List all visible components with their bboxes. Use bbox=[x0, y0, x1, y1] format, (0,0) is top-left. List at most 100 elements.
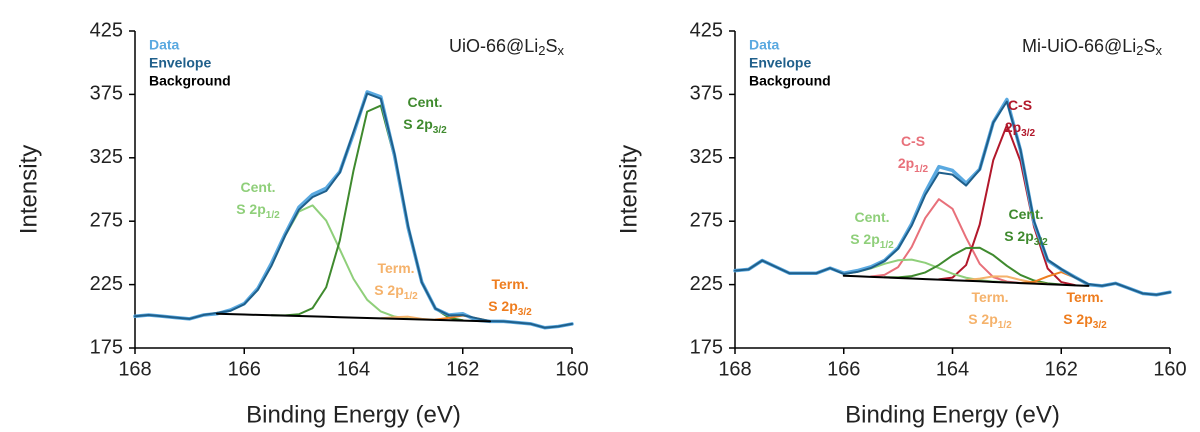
x-tick-label: 164 bbox=[936, 358, 969, 380]
subscript: 3/2 bbox=[1034, 237, 1048, 248]
peak-label: C-S bbox=[901, 133, 925, 149]
subscript: x bbox=[558, 43, 565, 58]
peak-label: Cent. bbox=[855, 209, 890, 225]
peak-line bbox=[270, 104, 464, 322]
trace-line bbox=[134, 92, 573, 329]
trace-line bbox=[215, 312, 492, 323]
peak-line bbox=[937, 124, 1076, 287]
x-tick-label: 166 bbox=[827, 358, 860, 380]
subscript: 3/2 bbox=[433, 125, 447, 136]
peak-label: Cent. bbox=[408, 94, 443, 110]
text-part: Cent. bbox=[1009, 206, 1044, 222]
y-tick-label: 175 bbox=[90, 336, 123, 358]
peak-label: Term. bbox=[1066, 289, 1103, 305]
y-tick-label: 225 bbox=[690, 273, 723, 295]
x-tick-label: 168 bbox=[718, 358, 751, 380]
legend-entry: Data bbox=[749, 37, 780, 53]
legend-entry: Background bbox=[149, 73, 231, 89]
text-part: C-S bbox=[1008, 97, 1032, 113]
y-tick-label: 325 bbox=[90, 146, 123, 168]
peak-label: S 2p3/2 bbox=[403, 116, 447, 136]
text-part: S 2p bbox=[1004, 228, 1034, 244]
y-tick-label: 175 bbox=[690, 336, 723, 358]
peak-label: S 2p1/2 bbox=[374, 282, 418, 302]
peak-label: S 2p3/2 bbox=[1004, 228, 1048, 248]
y-tick-label: 375 bbox=[690, 83, 723, 105]
y-tick-label: 425 bbox=[90, 19, 123, 41]
text-part: C-S bbox=[901, 133, 925, 149]
y-tick-label: 275 bbox=[690, 209, 723, 231]
text-part: Term. bbox=[377, 260, 414, 276]
peak-line bbox=[883, 246, 1063, 286]
subscript: x bbox=[1156, 43, 1163, 58]
x-tick-label: 164 bbox=[337, 358, 370, 380]
trace-line bbox=[733, 97, 1172, 297]
text-part: Term. bbox=[1066, 289, 1103, 305]
text-part: Mi-UiO-66@Li bbox=[1022, 36, 1136, 56]
x-tick-label: 160 bbox=[1153, 358, 1186, 380]
legend-entry: Data bbox=[149, 37, 180, 53]
legend-entry: Envelope bbox=[749, 55, 811, 71]
legend-entry: Background bbox=[749, 73, 831, 89]
y-tick-label: 325 bbox=[690, 146, 723, 168]
peak-label: C-S bbox=[1008, 97, 1032, 113]
subscript: 1/2 bbox=[880, 240, 894, 251]
peak-label: S 2p1/2 bbox=[850, 231, 894, 251]
subscript: 2 bbox=[538, 43, 545, 58]
trace-line bbox=[133, 90, 574, 330]
y-tick-label: 425 bbox=[690, 19, 723, 41]
x-axis-title: Binding Energy (eV) bbox=[246, 401, 461, 428]
trace-line bbox=[842, 274, 1090, 287]
text-part: S 2p bbox=[236, 201, 266, 217]
x-tick-label: 168 bbox=[118, 358, 151, 380]
text-part: S 2p bbox=[403, 116, 433, 132]
text-part: S 2p bbox=[850, 231, 880, 247]
peak-line bbox=[869, 198, 1022, 284]
text-part: S bbox=[1144, 36, 1156, 56]
panel: 175 225 275 325 375 425 168 166 164 162 160 Binding… bbox=[615, 19, 1186, 428]
text-part: Cent. bbox=[241, 179, 276, 195]
trace-line bbox=[734, 100, 1171, 296]
peak-label: S 2p1/2 bbox=[968, 311, 1012, 331]
y-axis-title: Intensity bbox=[615, 145, 642, 234]
y-tick-label: 225 bbox=[90, 273, 123, 295]
subscript: 3/2 bbox=[1093, 320, 1107, 331]
subscript: 3/2 bbox=[518, 307, 532, 318]
text-part: Cent. bbox=[855, 209, 890, 225]
y-tick-label: 275 bbox=[90, 209, 123, 231]
peak-label: S 2p3/2 bbox=[1063, 311, 1107, 331]
text-part: S 2p bbox=[488, 298, 518, 314]
peak-label: Term. bbox=[971, 289, 1008, 305]
subscript: 3/2 bbox=[1021, 128, 1035, 139]
x-tick-label: 162 bbox=[446, 358, 479, 380]
subscript: 1/2 bbox=[914, 164, 928, 175]
peak-label: Cent. bbox=[1009, 206, 1044, 222]
text-part: S 2p bbox=[968, 311, 998, 327]
text-part: S bbox=[546, 36, 558, 56]
peak-label: S 2p3/2 bbox=[488, 298, 532, 318]
sample-label: UiO-66@Li2Sx bbox=[449, 36, 565, 59]
peak-label: Term. bbox=[491, 276, 528, 292]
x-tick-label: 160 bbox=[555, 358, 588, 380]
subscript: 2 bbox=[1136, 43, 1143, 58]
text-part: S 2p bbox=[1063, 311, 1093, 327]
text-part: S 2p bbox=[374, 282, 404, 298]
subscript: 1/2 bbox=[404, 291, 418, 302]
sample-label: Mi-UiO-66@Li2Sx bbox=[1022, 36, 1163, 59]
y-tick-label: 375 bbox=[90, 83, 123, 105]
x-tick-label: 162 bbox=[1045, 358, 1078, 380]
text-part: Term. bbox=[491, 276, 528, 292]
text-part: 2p bbox=[1005, 119, 1021, 135]
legend-entry: Envelope bbox=[149, 55, 211, 71]
text-part: Term. bbox=[971, 289, 1008, 305]
subscript: 1/2 bbox=[266, 210, 280, 221]
peak-label: S 2p1/2 bbox=[236, 201, 280, 221]
y-axis-title: Intensity bbox=[15, 145, 42, 234]
x-tick-label: 166 bbox=[228, 358, 261, 380]
peak-label: 2p3/2 bbox=[1005, 119, 1036, 139]
text-part: 2p bbox=[898, 155, 914, 171]
text-part: UiO-66@Li bbox=[449, 36, 538, 56]
x-axis-title: Binding Energy (eV) bbox=[845, 401, 1060, 428]
peak-label: 2p1/2 bbox=[898, 155, 929, 175]
